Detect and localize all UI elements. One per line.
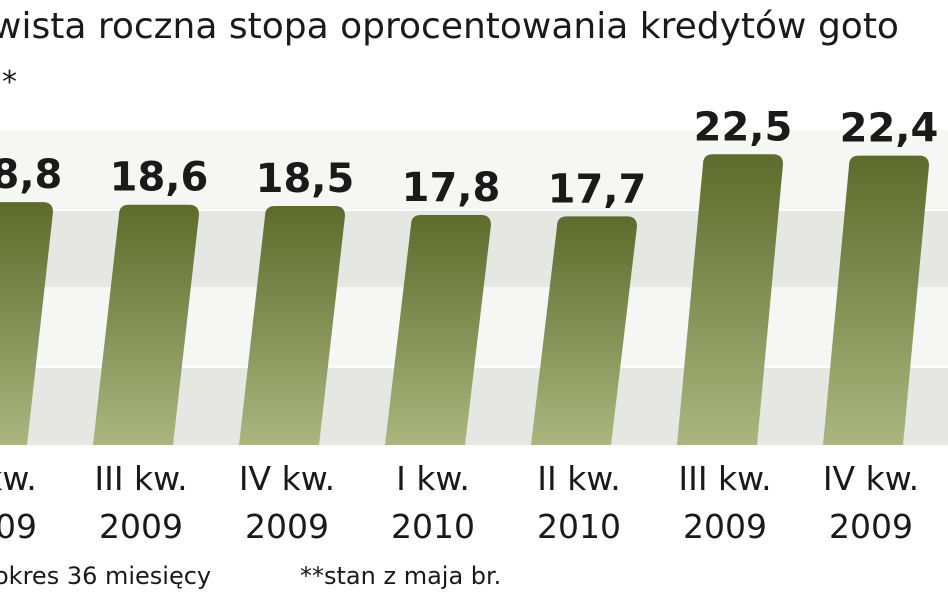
value-label: 22,4 [840,106,939,152]
x-tick-label: 2009 [245,507,329,546]
x-tick-label: III kw. [678,459,771,498]
chart-title: wista roczna stopa oprocentowania kredyt… [0,6,899,47]
value-label: 18,5 [256,156,355,202]
x-tick-label: II kw. [0,459,37,498]
bar [823,155,929,446]
value-label: 22,5 [694,104,793,150]
bar [0,202,53,445]
x-tick-label: 2009 [99,507,183,546]
x-tick-label: I kw. [396,459,470,498]
x-tick-label: III kw. [94,459,187,498]
x-tick-label: IV kw. [823,459,919,498]
footnote: **stan z maja br. [300,562,501,590]
bar [531,216,637,445]
bar [385,215,491,445]
value-label: 17,7 [548,166,647,212]
x-tick-label: 2009 [829,507,913,546]
value-label: 18,8 [0,152,62,198]
x-tick-label: 2010 [391,507,475,546]
x-tick-label: 2009 [0,507,37,546]
bar [239,205,345,445]
footnote: okres 36 miesięcy [0,562,211,590]
x-tick-label: 2009 [683,507,767,546]
bar [677,154,783,446]
x-tick-label: 2010 [537,507,621,546]
x-tick-label: II kw. [537,459,621,498]
value-label: 17,8 [402,165,501,211]
value-label: 18,6 [110,155,209,201]
x-tick-label: IV kw. [239,459,335,498]
plot-band [0,130,948,210]
bar [93,204,199,445]
chart-subtitle: * [2,65,17,100]
